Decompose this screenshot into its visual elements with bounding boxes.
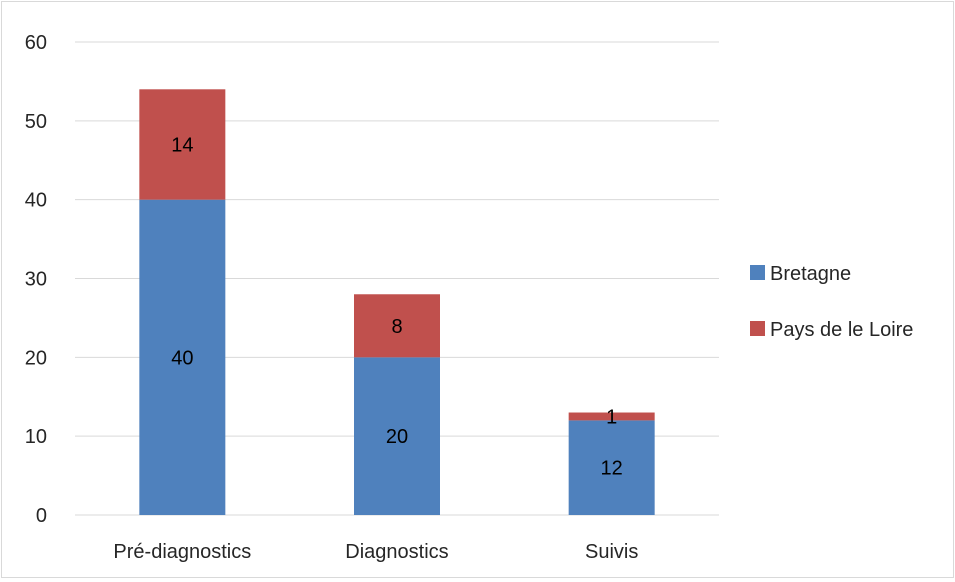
x-tick-label: Suivis (585, 541, 638, 563)
data-labels: 40 14 20 8 12 1 (171, 134, 623, 479)
y-axis-tick-labels: 0 10 20 30 40 50 60 (25, 32, 47, 527)
data-label: 40 (171, 347, 193, 369)
legend-swatch (750, 321, 765, 336)
y-tick-label: 60 (25, 32, 47, 54)
bar-pays-de-le-loire (354, 294, 440, 358)
bar-bretagne (139, 199, 226, 515)
data-label: 8 (391, 316, 402, 338)
y-tick-label: 0 (36, 505, 47, 527)
data-label: 20 (386, 426, 408, 448)
data-label: 14 (171, 134, 193, 156)
y-tick-label: 40 (25, 190, 47, 212)
x-tick-label: Pré-diagnostics (113, 541, 251, 563)
legend: Bretagne Pays de le Loire (750, 263, 913, 341)
bar-bretagne (354, 357, 440, 515)
bar-pays-de-le-loire (139, 89, 226, 200)
bar-bretagne (568, 420, 655, 515)
y-tick-label: 20 (25, 347, 47, 369)
bar-pays-de-le-loire (568, 412, 655, 421)
bars (139, 89, 655, 515)
y-tick-label: 50 (25, 111, 47, 133)
legend-label: Bretagne (770, 263, 851, 285)
y-tick-label: 30 (25, 269, 47, 291)
legend-label: Pays de le Loire (770, 319, 913, 341)
y-tick-label: 10 (25, 426, 47, 448)
data-label: 1 (606, 406, 617, 428)
data-label: 12 (601, 458, 623, 480)
x-tick-label: Diagnostics (345, 541, 448, 563)
legend-swatch (750, 265, 765, 280)
x-axis-tick-labels: Pré-diagnostics Diagnostics Suivis (113, 541, 638, 563)
